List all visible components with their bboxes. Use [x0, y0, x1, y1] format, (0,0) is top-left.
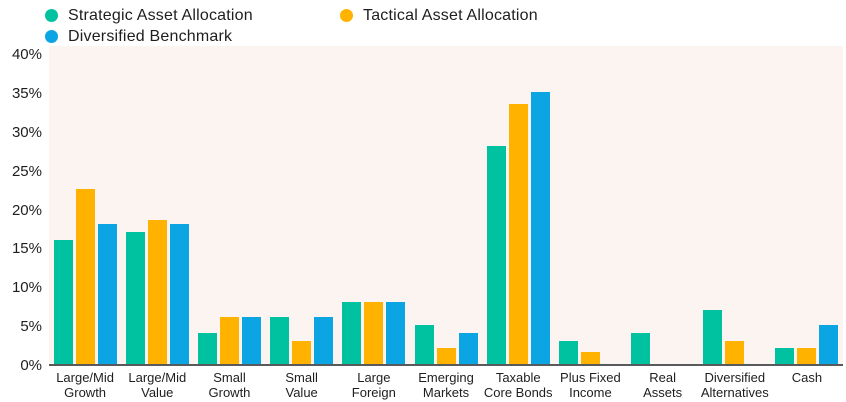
x-axis-label: Cash: [791, 370, 823, 385]
bar: [241, 317, 261, 364]
x-axis-labels: Large/Mid Growth Large/Mid Value Small Gro…: [49, 370, 843, 400]
bar: [314, 317, 334, 364]
x-axis-label: Small Growth: [208, 370, 251, 400]
bar: [631, 332, 651, 364]
x-axis-label: Plus Fixed Income: [560, 370, 621, 400]
bar-group: [121, 53, 193, 364]
bar: [797, 348, 817, 364]
x-axis-label: Small Value: [285, 370, 318, 400]
x-axis-label: Diversified Alternatives: [700, 370, 769, 400]
x-axis-label: Real Assets: [643, 370, 683, 400]
legend-item: Strategic Asset Allocation: [45, 5, 340, 26]
y-axis-tick: 30%: [11, 123, 42, 141]
bar-group: [482, 53, 554, 364]
bar: [125, 231, 145, 364]
bar: [558, 340, 578, 364]
y-axis-tick: 35%: [11, 84, 42, 102]
bar-group: [338, 53, 410, 364]
circle-swatch-icon: [340, 9, 353, 22]
bar: [819, 325, 839, 364]
x-axis-label: Taxable Core Bonds: [483, 370, 553, 400]
bar: [486, 146, 506, 364]
bar: [147, 220, 167, 364]
y-axis-tick: 5%: [20, 318, 42, 336]
bar: [364, 301, 384, 364]
bar: [219, 317, 239, 364]
y-axis-tick: 20%: [11, 201, 42, 219]
y-axis-tick: 15%: [11, 240, 42, 258]
bar: [97, 224, 117, 364]
bar-group: [410, 53, 482, 364]
y-axis-tick: 40%: [11, 46, 42, 63]
bar: [53, 239, 73, 364]
y-axis-tick: 25%: [11, 162, 42, 180]
plot-area: [49, 46, 843, 366]
y-axis-tick: 10%: [11, 279, 42, 297]
bar-group: [627, 53, 699, 364]
x-axis-label: Large/Mid Value: [128, 370, 187, 400]
circle-swatch-icon: [45, 30, 58, 43]
x-axis-label: Large Foreign: [351, 370, 396, 400]
legend-label: Tactical Asset Allocation: [363, 6, 538, 24]
bar: [436, 348, 456, 364]
bar: [580, 352, 600, 364]
bar: [775, 348, 795, 364]
bar: [530, 91, 550, 364]
bar-group: [699, 53, 771, 364]
bar: [703, 309, 723, 364]
bar: [386, 301, 406, 364]
x-axis-line: [49, 364, 843, 366]
bar: [458, 332, 478, 364]
y-axis-tick: 0%: [20, 357, 42, 374]
bar: [292, 340, 312, 364]
bar: [169, 224, 189, 364]
bar-groups: [49, 53, 843, 364]
y-axis: 40% 35% 30% 25% 20% 15% 10% 5% 0%: [0, 45, 42, 376]
bar: [725, 340, 745, 364]
bar: [342, 301, 362, 364]
bar: [75, 189, 95, 364]
bar: [270, 317, 290, 364]
legend-label: Diversified Benchmark: [68, 27, 233, 45]
legend-label: Strategic Asset Allocation: [68, 6, 253, 24]
x-axis-label: Emerging Markets: [418, 370, 474, 400]
legend: Strategic Asset Allocation Tactical Asset…: [45, 5, 665, 47]
circle-swatch-icon: [45, 9, 58, 22]
legend-item: Diversified Benchmark: [45, 26, 340, 47]
bar-group: [771, 53, 843, 364]
x-axis-label: Large/Mid Growth: [56, 370, 114, 400]
bar: [197, 332, 217, 364]
legend-item: Tactical Asset Allocation: [340, 5, 640, 26]
bar-group: [266, 53, 338, 364]
bar: [414, 325, 434, 364]
bar-group: [193, 53, 265, 364]
bar-group: [554, 53, 626, 364]
bar-group: [49, 53, 121, 364]
bar: [508, 103, 528, 364]
